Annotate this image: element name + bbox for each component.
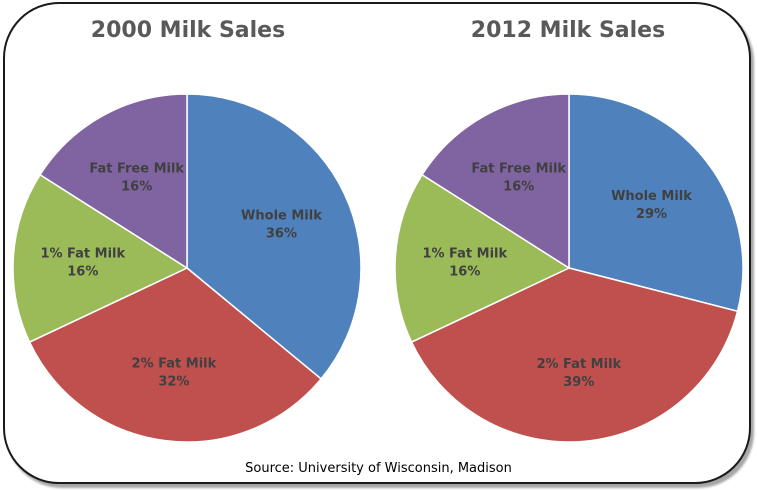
source-note: Source: University of Wisconsin, Madison bbox=[245, 461, 512, 476]
pie-slice-0-fat-free-milk bbox=[39, 93, 188, 270]
data-label-0-2-pct-fat-milk: 2% Fat Milk 32% bbox=[132, 357, 217, 390]
pie-slice-1-fat-free-milk bbox=[421, 93, 570, 270]
pie-slice-0-1-pct-fat-milk bbox=[12, 173, 189, 344]
pie-slice-0-2-pct-fat-milk bbox=[28, 267, 323, 443]
data-label-0-1-pct-fat-milk: 1% Fat Milk 16% bbox=[40, 246, 125, 279]
data-label-0-fat-free-milk: Fat Free Milk 16% bbox=[89, 162, 184, 195]
chart-title-2012: 2012 Milk Sales bbox=[470, 18, 666, 43]
pie-slice-1-1-pct-fat-milk bbox=[394, 173, 571, 344]
data-label-1-whole-milk: Whole Milk 29% bbox=[611, 189, 692, 222]
data-label-1-fat-free-milk: Fat Free Milk 16% bbox=[471, 162, 566, 195]
chart-title-2000: 2000 Milk Sales bbox=[90, 18, 286, 43]
data-label-1-1-pct-fat-milk: 1% Fat Milk 16% bbox=[422, 246, 507, 279]
data-label-0-whole-milk: Whole Milk 36% bbox=[241, 209, 322, 242]
pie-slice-1-whole-milk bbox=[568, 93, 744, 313]
pie-slice-1-2-pct-fat-milk bbox=[410, 267, 739, 443]
data-label-1-2-pct-fat-milk: 2% Fat Milk 39% bbox=[536, 357, 621, 390]
pie-slice-0-whole-milk bbox=[186, 93, 362, 380]
